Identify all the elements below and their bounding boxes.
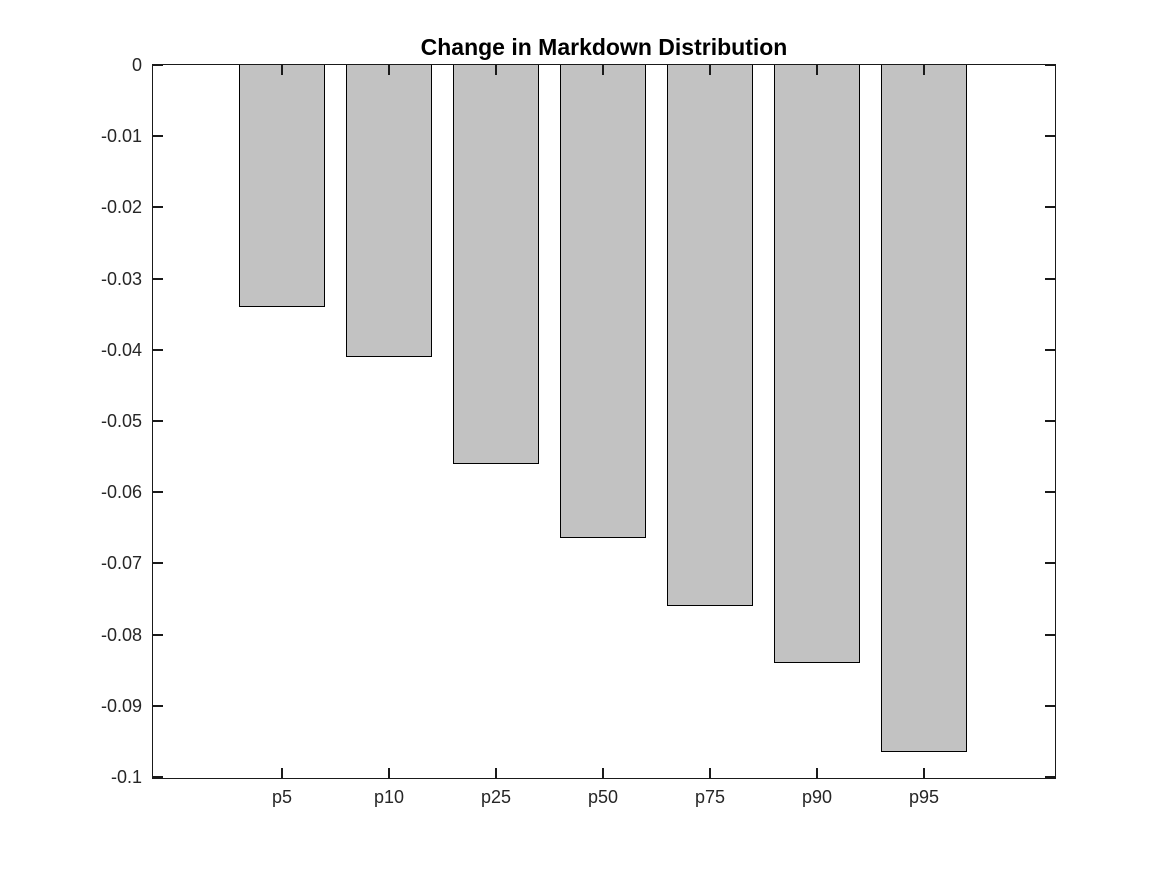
x-tick-label-p90: p90 <box>801 787 833 807</box>
y-tick-left-5 <box>153 420 163 422</box>
x-tick-label-p75: p75 <box>694 787 726 807</box>
bar-p5 <box>239 65 325 307</box>
y-tick-right-7 <box>1045 562 1055 564</box>
x-tick-top-p90 <box>816 65 818 75</box>
y-tick-left-3 <box>153 278 163 280</box>
y-tick-label-1: -0.01 <box>100 125 142 146</box>
x-tick-bottom-p25 <box>495 768 497 778</box>
y-tick-label-0: 0 <box>131 54 142 75</box>
x-tick-top-p10 <box>388 65 390 75</box>
y-tick-left-7 <box>153 562 163 564</box>
x-tick-label-p50: p50 <box>587 787 619 807</box>
y-tick-label-8: -0.08 <box>100 624 142 645</box>
x-tick-bottom-p5 <box>281 768 283 778</box>
x-tick-label-p10: p10 <box>373 787 405 807</box>
y-tick-left-10 <box>153 776 163 778</box>
bar-p50 <box>560 65 646 538</box>
y-tick-right-2 <box>1045 206 1055 208</box>
y-tick-left-2 <box>153 206 163 208</box>
y-tick-left-4 <box>153 349 163 351</box>
x-tick-top-p50 <box>602 65 604 75</box>
x-tick-label-p5: p5 <box>271 787 293 807</box>
y-tick-right-0 <box>1045 64 1055 66</box>
y-tick-label-10: -0.1 <box>110 766 142 787</box>
bar-p25 <box>453 65 539 464</box>
y-tick-label-2: -0.02 <box>100 196 142 217</box>
x-tick-top-p5 <box>281 65 283 75</box>
bar-p90 <box>774 65 860 663</box>
x-tick-bottom-p10 <box>388 768 390 778</box>
y-tick-right-3 <box>1045 278 1055 280</box>
y-tick-left-1 <box>153 135 163 137</box>
y-tick-left-6 <box>153 491 163 493</box>
chart-title: Change in Markdown Distribution <box>420 34 788 60</box>
y-tick-left-8 <box>153 634 163 636</box>
bar-p75 <box>667 65 753 606</box>
y-tick-right-10 <box>1045 776 1055 778</box>
y-tick-right-8 <box>1045 634 1055 636</box>
y-tick-label-4: -0.04 <box>100 339 142 360</box>
y-tick-label-7: -0.07 <box>100 552 142 573</box>
x-tick-top-p25 <box>495 65 497 75</box>
y-tick-right-1 <box>1045 135 1055 137</box>
y-tick-label-6: -0.06 <box>100 481 142 502</box>
x-tick-label-p25: p25 <box>480 787 512 807</box>
bar-p95 <box>881 65 967 752</box>
x-tick-bottom-p75 <box>709 768 711 778</box>
x-tick-top-p95 <box>923 65 925 75</box>
y-tick-right-6 <box>1045 491 1055 493</box>
y-tick-label-3: -0.03 <box>100 268 142 289</box>
y-tick-right-5 <box>1045 420 1055 422</box>
y-tick-right-4 <box>1045 349 1055 351</box>
y-tick-left-0 <box>153 64 163 66</box>
x-tick-top-p75 <box>709 65 711 75</box>
y-tick-label-9: -0.09 <box>100 695 142 716</box>
y-tick-right-9 <box>1045 705 1055 707</box>
x-tick-bottom-p90 <box>816 768 818 778</box>
y-tick-label-5: -0.05 <box>100 410 142 431</box>
x-tick-label-p95: p95 <box>908 787 940 807</box>
y-tick-left-9 <box>153 705 163 707</box>
plot-area: p5 p10 p25 p50 p75 p90 p95 0 -0.01 -0.02 -0.03 -0.0… <box>101 55 1056 807</box>
x-tick-bottom-p50 <box>602 768 604 778</box>
x-tick-bottom-p95 <box>923 768 925 778</box>
bar-p10 <box>346 65 432 357</box>
